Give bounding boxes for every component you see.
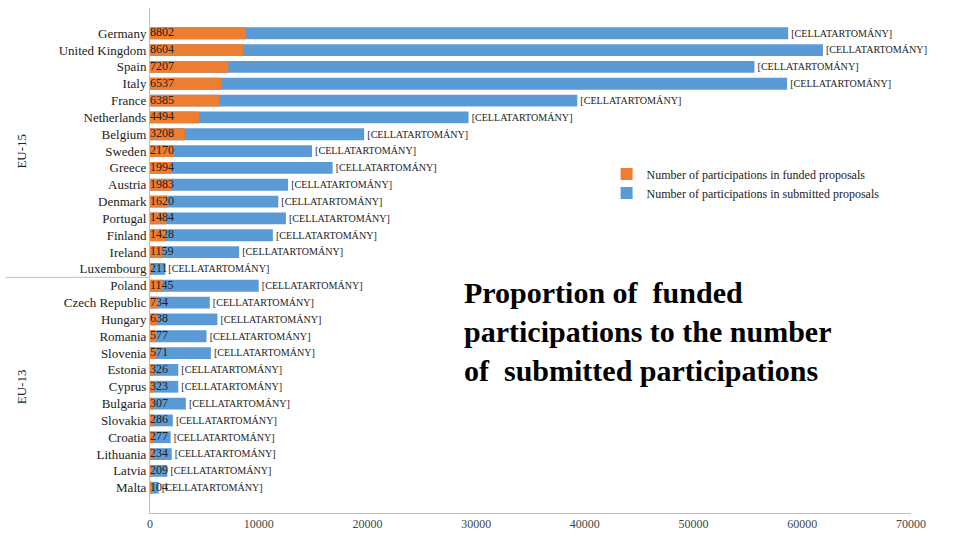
svg-text:Ireland: Ireland [110,245,147,260]
svg-text:[CELLATARTOMÁNY]: [CELLATARTOMÁNY] [472,112,573,123]
svg-text:Sweden: Sweden [105,144,147,159]
svg-text:[CELLATARTOMÁNY]: [CELLATARTOMÁNY] [289,213,390,224]
svg-text:577: 577 [150,328,168,342]
svg-text:50000: 50000 [679,517,709,531]
svg-text:[CELLATARTOMÁNY]: [CELLATARTOMÁNY] [242,246,343,257]
svg-text:Portugal: Portugal [102,211,146,226]
svg-text:United Kingdom: United Kingdom [59,43,147,58]
svg-text:734: 734 [150,295,168,309]
svg-text:1145: 1145 [150,278,174,292]
svg-text:[CELLATARTOMÁNY]: [CELLATARTOMÁNY] [220,314,321,325]
svg-text:3208: 3208 [150,126,174,140]
svg-text:[CELLATARTOMÁNY]: [CELLATARTOMÁNY] [175,448,276,459]
svg-text:Bulgaria: Bulgaria [102,396,147,411]
svg-text:[CELLATARTOMÁNY]: [CELLATARTOMÁNY] [758,61,859,72]
svg-text:[CELLATARTOMÁNY]: [CELLATARTOMÁNY] [315,145,416,156]
svg-text:6385: 6385 [150,93,174,107]
svg-text:EU-15: EU-15 [14,134,29,169]
svg-text:7207: 7207 [150,59,174,73]
svg-text:EU-13: EU-13 [14,370,29,405]
svg-text:1994: 1994 [150,160,174,174]
svg-text:[CELLATARTOMÁNY]: [CELLATARTOMÁNY] [174,432,275,443]
svg-text:40000: 40000 [570,517,600,531]
svg-text:[CELLATARTOMÁNY]: [CELLATARTOMÁNY] [336,162,437,173]
svg-text:Cyprus: Cyprus [109,379,147,394]
svg-text:Germany: Germany [98,26,147,41]
svg-text:70000: 70000 [896,517,926,531]
svg-text:323: 323 [150,379,168,393]
svg-text:60000: 60000 [787,517,817,531]
svg-text:0: 0 [147,517,153,531]
svg-text:[CELLATARTOMÁNY]: [CELLATARTOMÁNY] [262,280,363,291]
svg-text:[CELLATARTOMÁNY]: [CELLATARTOMÁNY] [790,78,891,89]
svg-text:Spain: Spain [117,59,147,74]
svg-text:[CELLATARTOMÁNY]: [CELLATARTOMÁNY] [580,95,681,106]
svg-text:[CELLATARTOMÁNY]: [CELLATARTOMÁNY] [214,347,315,358]
svg-text:6537: 6537 [150,76,174,90]
svg-text:Romania: Romania [99,329,146,344]
svg-text:326: 326 [150,362,168,376]
svg-text:Italy: Italy [123,76,147,91]
svg-text:1983: 1983 [150,177,174,191]
svg-text:Croatia: Croatia [108,430,146,445]
svg-text:307: 307 [150,396,168,410]
svg-text:Hungary: Hungary [101,312,147,327]
svg-text:Greece: Greece [110,160,147,175]
svg-text:[CELLATARTOMÁNY]: [CELLATARTOMÁNY] [189,398,290,409]
svg-text:4494: 4494 [150,109,174,123]
svg-text:Lithuania: Lithuania [97,447,147,462]
svg-text:[CELLATARTOMÁNY]: [CELLATARTOMÁNY] [168,263,269,274]
svg-text:France: France [111,93,147,108]
svg-text:[CELLATARTOMÁNY]: [CELLATARTOMÁNY] [281,196,382,207]
svg-text:104: 104 [150,480,168,494]
svg-text:638: 638 [150,311,168,325]
svg-text:571: 571 [150,345,168,359]
svg-text:211: 211 [150,261,168,275]
svg-text:[CELLATARTOMÁNY]: [CELLATARTOMÁNY] [210,331,311,342]
svg-text:1620: 1620 [150,194,174,208]
svg-text:Austria: Austria [108,177,147,192]
svg-text:234: 234 [150,446,168,460]
svg-text:20000: 20000 [352,517,382,531]
svg-text:30000: 30000 [461,517,491,531]
svg-text:Finland: Finland [107,228,147,243]
svg-text:1428: 1428 [150,227,174,241]
svg-text:Estonia: Estonia [107,362,146,377]
svg-text:Poland: Poland [110,278,147,293]
svg-text:209: 209 [150,463,168,477]
svg-text:[CELLATARTOMÁNY]: [CELLATARTOMÁNY] [181,364,282,375]
svg-text:2170: 2170 [150,143,174,157]
svg-text:[CELLATARTOMÁNY]: [CELLATARTOMÁNY] [791,28,892,39]
svg-text:1484: 1484 [150,210,174,224]
svg-text:[CELLATARTOMÁNY]: [CELLATARTOMÁNY] [276,230,377,241]
svg-text:Number of participations in fu: Number of participations in funded propo… [647,168,866,182]
svg-text:[CELLATARTOMÁNY]: [CELLATARTOMÁNY] [291,179,392,190]
svg-text:[CELLATARTOMÁNY]: [CELLATARTOMÁNY] [181,381,282,392]
svg-text:1159: 1159 [150,244,174,258]
svg-text:Belgium: Belgium [102,127,147,142]
svg-text:277: 277 [150,429,168,443]
svg-text:Netherlands: Netherlands [84,110,147,125]
svg-text:Number of participations in su: Number of participations in submitted pr… [647,187,880,201]
svg-text:[CELLATARTOMÁNY]: [CELLATARTOMÁNY] [367,129,468,140]
svg-text:286: 286 [150,412,168,426]
svg-text:[CELLATARTOMÁNY]: [CELLATARTOMÁNY] [826,44,927,55]
svg-text:Slovenia: Slovenia [101,346,147,361]
svg-text:8604: 8604 [150,42,174,56]
svg-text:Malta: Malta [116,480,147,495]
svg-text:10000: 10000 [244,517,274,531]
svg-text:Luxembourg: Luxembourg [79,261,146,276]
svg-text:[CELLATARTOMÁNY]: [CELLATARTOMÁNY] [170,465,271,476]
svg-text:[CELLATARTOMÁNY]: [CELLATARTOMÁNY] [213,297,314,308]
svg-text:Denmark: Denmark [98,194,147,209]
svg-text:Slovakia: Slovakia [101,413,147,428]
svg-text:Czech Republic: Czech Republic [64,295,147,310]
svg-text:Proportion of fundedparticipa: Proportion of fundedparticipations to th… [464,276,832,387]
svg-text:[CELLATARTOMÁNY]: [CELLATARTOMÁNY] [162,482,263,493]
svg-text:[CELLATARTOMÁNY]: [CELLATARTOMÁNY] [176,415,277,426]
svg-text:8802: 8802 [150,25,174,39]
svg-text:Latvia: Latvia [113,463,146,478]
